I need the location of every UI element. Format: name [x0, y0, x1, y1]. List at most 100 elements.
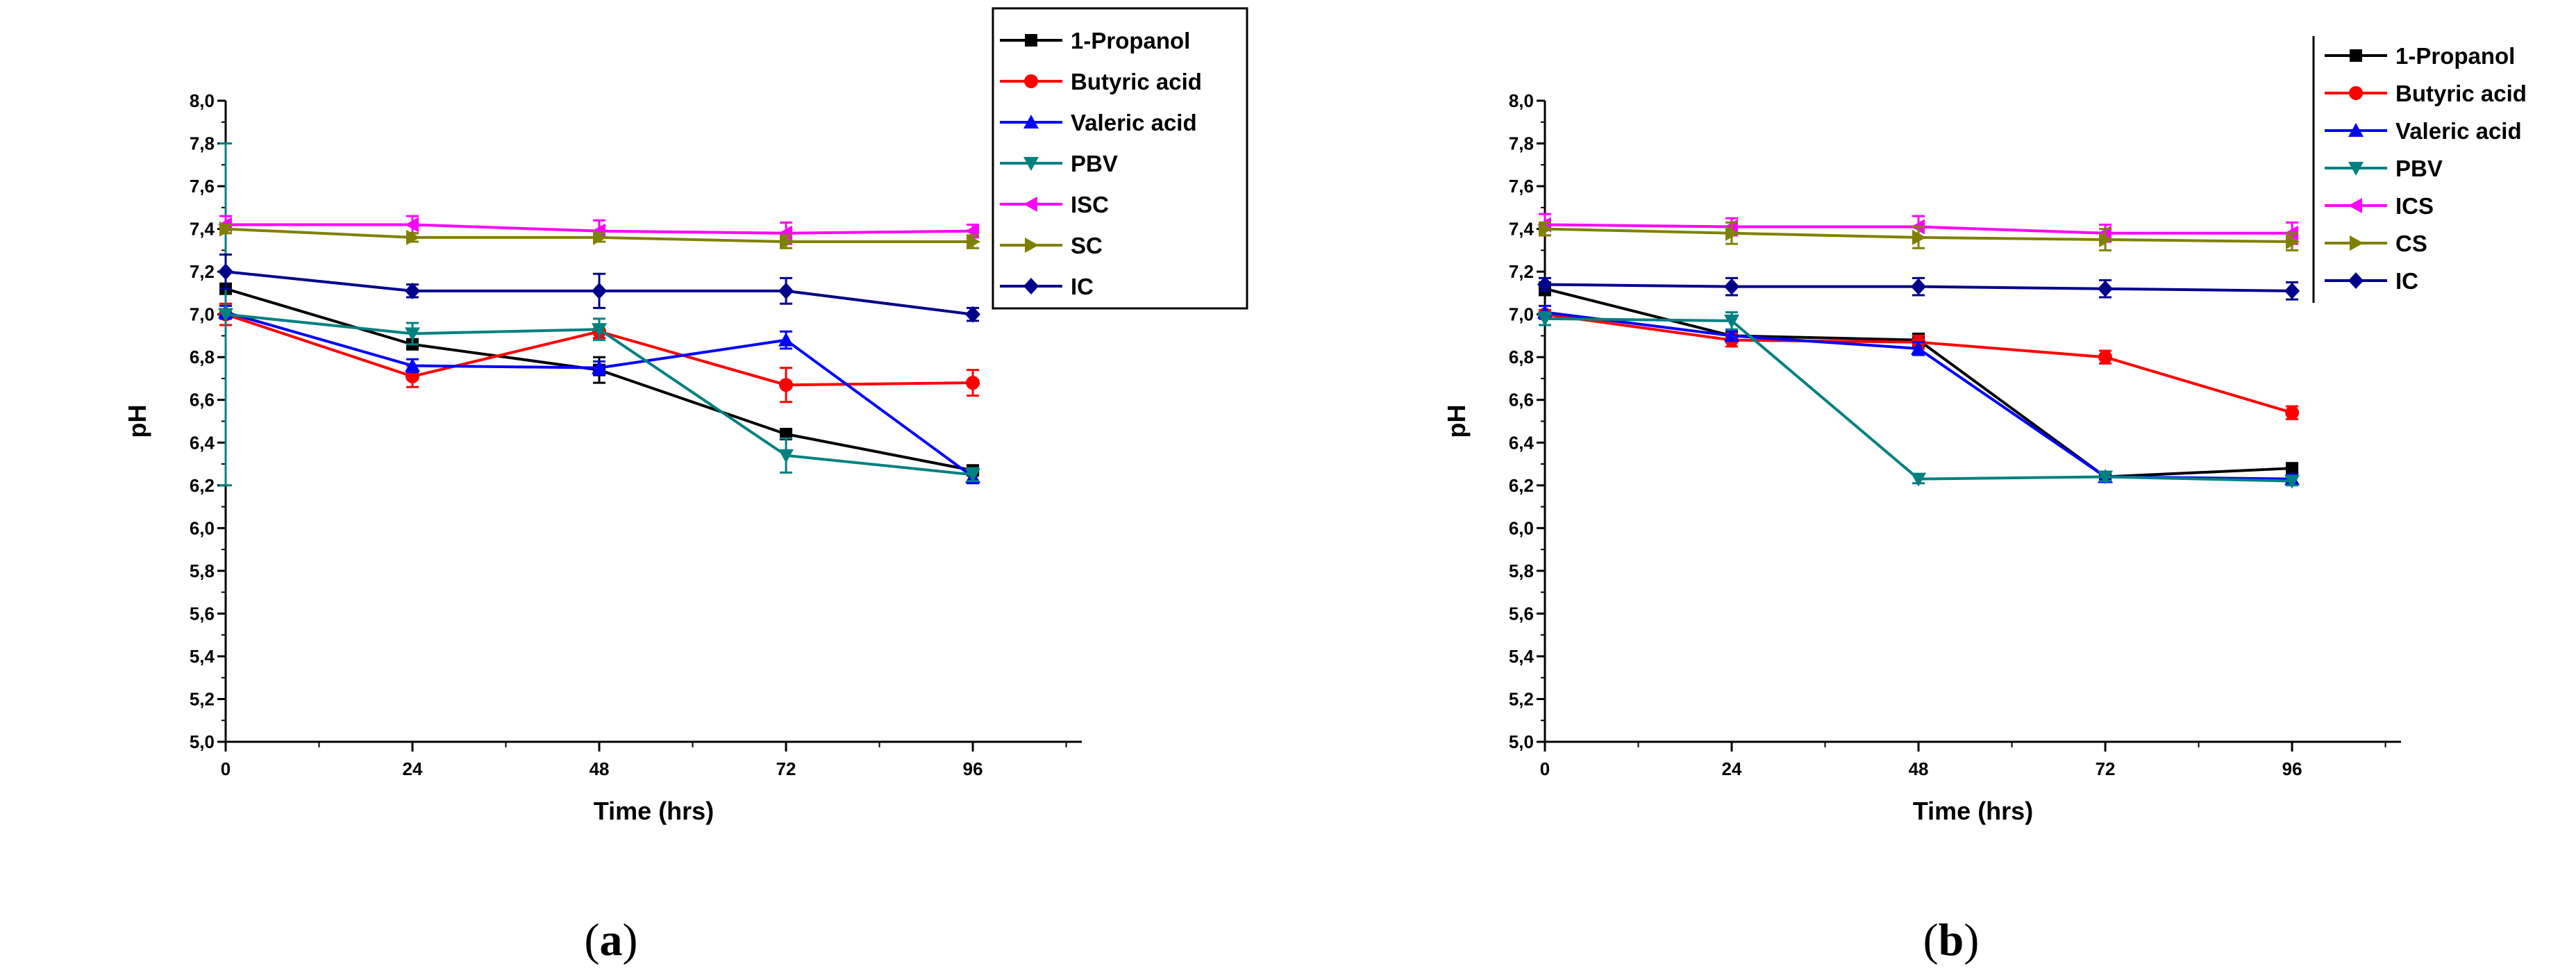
legend-label: Valeric acid: [2395, 118, 2522, 144]
y-tick-label: 5,2: [190, 688, 215, 709]
y-tick-label: 5,8: [1509, 561, 1534, 581]
legend-label: CS: [2395, 231, 2427, 256]
legend-swatch-marker: [1023, 197, 1037, 212]
data-point: [405, 217, 419, 233]
legend-swatch-marker: [1023, 278, 1039, 294]
x-tick-label: 48: [589, 758, 610, 779]
y-tick-label: 6,4: [190, 432, 215, 453]
data-point: [1539, 221, 1553, 237]
legend-label: PBV: [2395, 156, 2443, 181]
y-tick-label: 5,0: [190, 731, 215, 752]
x-tick-label: 24: [1722, 758, 1742, 779]
data-point: [592, 360, 608, 374]
data-point: [1725, 225, 1740, 241]
legend-label: ISC: [1071, 192, 1109, 217]
data-point: [405, 282, 421, 299]
data-point: [2098, 470, 2114, 485]
series-ic: [1537, 276, 2300, 301]
y-tick-label: 7,8: [190, 133, 215, 154]
data-point: [219, 221, 233, 237]
y-tick-label: 7,8: [1509, 133, 1534, 154]
y-tick-label: 7,6: [1509, 176, 1534, 197]
y-axis-title: pH: [123, 405, 151, 438]
legend-swatch-marker: [1025, 238, 1039, 253]
data-point: [406, 229, 421, 245]
x-axis-title: Time (hrs): [594, 797, 714, 825]
series-butyric-acid: [1538, 307, 2300, 420]
series-valeric-acid: [1537, 304, 2300, 486]
data-point: [405, 358, 421, 372]
data-point: [778, 449, 794, 463]
panel-label-a: (a): [585, 915, 638, 965]
x-tick-label: 0: [1540, 758, 1550, 779]
data-point: [780, 427, 793, 440]
legend-swatch-marker: [2350, 235, 2364, 251]
series-pbv: [1537, 311, 2300, 489]
data-point: [1724, 314, 1740, 329]
chart-panel-b: 5,0 5,2 5,4 5,6 5,8 6,0 6,2 6,4 6,6 6,8 7,0 7,2 7,4 7…: [1442, 36, 2527, 825]
data-point: [2284, 282, 2300, 299]
legend-swatch-marker: [2348, 198, 2362, 213]
data-point: [405, 327, 421, 342]
y-tick-label: 8,0: [190, 90, 215, 111]
legend-swatch-marker: [2350, 49, 2362, 62]
y-tick-label: 6,8: [190, 347, 215, 367]
data-point: [1537, 312, 1553, 326]
data-point: [1911, 278, 1927, 295]
legend-label: 1-Propanol: [2395, 43, 2515, 69]
y-axis-title: pH: [1442, 405, 1471, 438]
y-tick-label: 6,0: [190, 517, 215, 538]
y-tick-label: 6,6: [190, 390, 215, 410]
legend-label: ICS: [2395, 193, 2434, 219]
legend-swatch-marker: [1023, 115, 1039, 128]
x-tick-label: 0: [221, 758, 231, 779]
y-tick-label: 5,0: [1509, 731, 1534, 752]
legend-swatch-marker: [1025, 34, 1037, 47]
data-point: [1912, 229, 1927, 245]
y-tick-label: 6,0: [1509, 517, 1534, 538]
data-point: [779, 378, 794, 392]
legend-swatch-marker: [1024, 74, 1038, 88]
data-point: [218, 308, 233, 322]
legend-label: IC: [1071, 274, 1094, 299]
y-tick-label: 5,4: [1509, 646, 1534, 667]
y-tick-label: 6,8: [1509, 347, 1534, 367]
data-point: [2284, 474, 2300, 489]
x-tick-label: 72: [2096, 758, 2116, 779]
data-point: [965, 306, 981, 323]
legend-swatch-marker: [2348, 123, 2364, 137]
y-tick-label: 6,4: [1509, 432, 1534, 453]
y-tick-label: 6,2: [1509, 475, 1534, 496]
data-point: [218, 263, 233, 281]
data-point: [2286, 234, 2300, 250]
data-point: [778, 282, 794, 299]
data-point: [592, 282, 608, 299]
series-sc: [219, 221, 981, 250]
legend-label: PBV: [1071, 151, 1118, 176]
y-tick-label: 8,0: [1509, 90, 1534, 111]
y-tick-label: 5,6: [1509, 603, 1534, 624]
y-tick-label: 5,4: [190, 646, 215, 667]
y-tick-label: 7,0: [1509, 304, 1534, 325]
legend-label: Valeric acid: [1071, 110, 1197, 135]
legend-swatch-marker: [1023, 157, 1039, 171]
x-tick-label: 96: [963, 758, 983, 779]
legend-swatch-marker: [2348, 272, 2364, 289]
data-point: [2286, 462, 2299, 475]
y-tick-label: 7,4: [190, 219, 215, 240]
y-tick-label: 7,2: [190, 261, 215, 282]
legend-label: Butyric acid: [2395, 81, 2527, 106]
data-point: [780, 234, 794, 250]
data-point: [1537, 276, 1553, 293]
series-cs: [1539, 221, 2300, 251]
legend: 1-Propanol Butyric acid Valeric acid PBV ICS…: [2312, 36, 2527, 303]
series-line: [1544, 287, 2293, 479]
data-point: [966, 376, 980, 390]
legend-label: 1-Propanol: [1071, 28, 1190, 53]
series-1-propanol: [219, 282, 980, 477]
data-point: [1724, 328, 1740, 342]
y-tick-label: 5,6: [190, 603, 215, 624]
y-tick-label: 5,8: [190, 561, 215, 581]
data-point: [593, 229, 608, 245]
